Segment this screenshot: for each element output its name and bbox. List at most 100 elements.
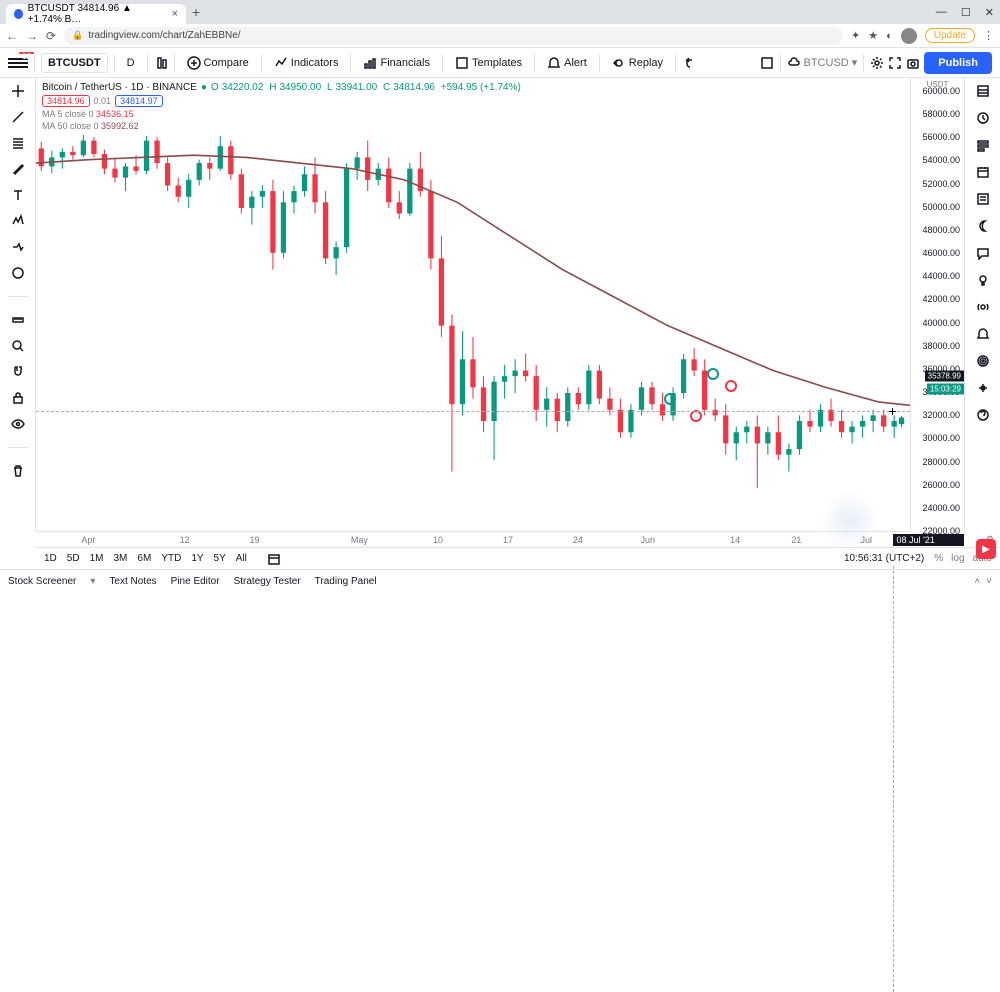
update-button[interactable]: Update: [925, 28, 975, 43]
magnet-icon[interactable]: [11, 365, 25, 379]
bottom-tab[interactable]: Strategy Tester: [234, 576, 301, 587]
price-tick: 46000.00: [922, 248, 960, 258]
compare-button[interactable]: Compare: [181, 53, 255, 73]
time-tick: Apr: [81, 535, 95, 545]
financials-button[interactable]: Financials: [357, 53, 436, 73]
candle-style-icon[interactable]: [154, 56, 168, 70]
alert-icon: [547, 56, 561, 70]
price-tick: 60000.00: [922, 86, 960, 96]
candlestick-chart: [36, 135, 910, 561]
hamburger-menu[interactable]: 12: [8, 58, 28, 68]
back-button[interactable]: ←: [6, 29, 18, 43]
extension-icon[interactable]: ✦: [851, 29, 860, 42]
chevron-down-icon[interactable]: ▾: [90, 576, 95, 587]
chart-canvas[interactable]: +: [36, 135, 910, 561]
time-tick: 14: [730, 535, 740, 545]
bottom-tab[interactable]: Text Notes: [109, 576, 156, 587]
bottom-tab[interactable]: Pine Editor: [171, 576, 220, 587]
price-axis[interactable]: USDT 60000.0058000.0056000.0054000.00520…: [910, 78, 964, 531]
forecast-icon[interactable]: [11, 240, 25, 254]
bookmark-icon[interactable]: ★: [868, 29, 878, 42]
price-tick: 28000.00: [922, 457, 960, 467]
lock-icon[interactable]: [11, 391, 25, 405]
streams-icon[interactable]: [976, 300, 990, 314]
bottom-tab[interactable]: Trading Panel: [315, 576, 377, 587]
camera-icon[interactable]: [906, 56, 920, 70]
undo-icon[interactable]: [682, 56, 696, 70]
hotlist-icon[interactable]: [976, 138, 990, 152]
notification-badge: 12: [19, 52, 34, 54]
extension-icon-2[interactable]: ◐: [886, 30, 893, 42]
crosshair-price-label: 35378.99: [925, 370, 964, 381]
moon-icon[interactable]: [976, 219, 990, 233]
watchlist-icon[interactable]: [976, 84, 990, 98]
favicon: [14, 9, 23, 19]
alert-button[interactable]: Alert: [541, 53, 593, 73]
maximize-icon[interactable]: ☐: [961, 6, 971, 19]
minimize-icon[interactable]: —: [936, 6, 947, 19]
close-tab-icon[interactable]: ×: [172, 8, 178, 20]
axis-%[interactable]: %: [934, 553, 943, 564]
price-tick: 44000.00: [922, 271, 960, 281]
cursor-icon[interactable]: [11, 84, 25, 98]
panel-up-icon[interactable]: ˄: [974, 576, 980, 587]
fib-icon[interactable]: [11, 136, 25, 150]
browser-tab[interactable]: BTCUSDT 34814.96 ▲ +1.74% B… ×: [6, 4, 186, 24]
broadcast-icon[interactable]: [976, 354, 990, 368]
price-tick: 54000.00: [922, 155, 960, 165]
chart-marker: [725, 380, 737, 392]
alerts-panel-icon[interactable]: [976, 111, 990, 125]
panel-down-icon[interactable]: ˅: [986, 576, 992, 587]
fullscreen-icon[interactable]: [888, 56, 902, 70]
right-toolbar: [964, 78, 1000, 531]
replay-button[interactable]: Replay: [606, 53, 669, 73]
url-input[interactable]: 🔒 tradingview.com/chart/ZahEBBNe/: [64, 27, 843, 45]
ideas-icon[interactable]: [976, 273, 990, 287]
settings-icon[interactable]: [870, 56, 884, 70]
templates-button[interactable]: Templates: [449, 53, 528, 73]
calendar-icon[interactable]: [976, 165, 990, 179]
symbol-selector[interactable]: BTCUSDT: [41, 53, 108, 73]
new-tab-button[interactable]: +: [192, 4, 200, 20]
reload-button[interactable]: ⟳: [46, 29, 56, 43]
time-tick: 19: [249, 535, 259, 545]
help-icon[interactable]: [976, 408, 990, 422]
url-text: tradingview.com/chart/ZahEBBNe/: [88, 30, 240, 41]
chart-marker: [664, 393, 676, 405]
profile-avatar[interactable]: [901, 28, 917, 44]
layout-icon[interactable]: [760, 56, 774, 70]
eye-icon[interactable]: [11, 417, 25, 431]
tab-title: BTCUSDT 34814.96 ▲ +1.74% B…: [28, 3, 167, 25]
bottom-tab[interactable]: Stock Screener: [8, 576, 76, 587]
forward-button[interactable]: →: [26, 29, 38, 43]
trendline-icon[interactable]: [11, 110, 25, 124]
chat-icon[interactable]: [976, 246, 990, 260]
indicators-button[interactable]: Indicators: [268, 53, 345, 73]
zoom-icon[interactable]: [11, 339, 25, 353]
ruler-icon[interactable]: [11, 313, 25, 327]
interval-selector[interactable]: D: [121, 54, 141, 72]
price-tick: 48000.00: [922, 225, 960, 235]
chart-toolbar: 12 BTCUSDT D Compare Indicators Financia…: [0, 48, 1000, 78]
brush-icon[interactable]: [11, 162, 25, 176]
axis-log[interactable]: log: [951, 553, 964, 564]
time-axis[interactable]: ⚙ Apr1219May101724Jun1421Jul08 Jul '21: [36, 531, 910, 547]
crosshair-vertical: [893, 566, 894, 992]
notifications-icon[interactable]: [976, 327, 990, 341]
chart-symbol-title[interactable]: Bitcoin / TetherUS · 1D · BINANCE: [42, 82, 197, 93]
bottom-panel-tabs: Stock Screener ▾ Text Notes Pine Editor Stra…: [0, 569, 1000, 593]
close-window-icon[interactable]: ✕: [985, 6, 994, 19]
trash-icon[interactable]: [11, 464, 25, 478]
price-pill: 34814.96: [42, 95, 90, 107]
publish-button[interactable]: Publish: [924, 52, 992, 74]
price-tick: 32000.00: [922, 410, 960, 420]
lock-icon: 🔒: [72, 30, 83, 41]
dom-icon[interactable]: [976, 381, 990, 395]
shape-icon[interactable]: [11, 266, 25, 280]
text-icon[interactable]: [11, 188, 25, 202]
pattern-icon[interactable]: [11, 214, 25, 228]
menu-icon[interactable]: ⋮: [983, 29, 994, 42]
price-tick: 26000.00: [922, 480, 960, 490]
cloud-save[interactable]: BTCUSD ▾: [787, 56, 858, 70]
news-icon[interactable]: [976, 192, 990, 206]
